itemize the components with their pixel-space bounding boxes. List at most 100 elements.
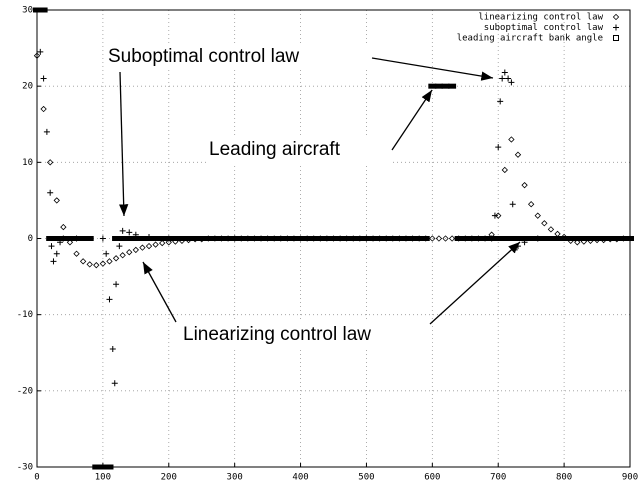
point xyxy=(250,236,259,241)
annotation-bg xyxy=(206,137,390,163)
point xyxy=(152,241,159,248)
point xyxy=(99,260,107,267)
point xyxy=(586,236,595,241)
point xyxy=(448,83,457,89)
point xyxy=(329,236,338,241)
point xyxy=(566,236,575,241)
point xyxy=(204,236,213,241)
point xyxy=(224,236,233,241)
point xyxy=(230,236,239,241)
legend-label: suboptimal control law xyxy=(484,23,604,33)
point xyxy=(593,236,602,241)
point xyxy=(401,236,410,241)
point xyxy=(53,250,60,257)
point xyxy=(289,236,298,241)
point xyxy=(415,236,424,241)
legend-label: leading aircraft bank angle xyxy=(457,34,603,44)
point xyxy=(184,236,193,241)
point xyxy=(210,236,219,241)
annotation-bg xyxy=(180,322,432,348)
point xyxy=(495,212,502,219)
point xyxy=(99,235,106,242)
point xyxy=(494,236,503,241)
point xyxy=(177,236,186,241)
annotations: Suboptimal control law Leading aircraft … xyxy=(106,44,521,348)
point xyxy=(505,75,512,82)
point xyxy=(191,236,200,241)
point xyxy=(612,236,621,241)
legend-marker xyxy=(613,35,619,41)
marks xyxy=(33,7,634,470)
y-tick-label: 0 xyxy=(28,234,33,244)
x-tick-label: 700 xyxy=(490,473,506,483)
point xyxy=(37,48,44,55)
point xyxy=(513,236,522,241)
point xyxy=(79,258,87,265)
point xyxy=(276,236,285,241)
point xyxy=(109,345,116,352)
point xyxy=(139,244,146,251)
point xyxy=(546,236,555,241)
annotation: Leading aircraft xyxy=(209,139,341,160)
x-tick-label: 200 xyxy=(161,473,177,483)
x-tick-label: 400 xyxy=(292,473,308,483)
point xyxy=(511,246,518,253)
x-tick-label: 900 xyxy=(622,473,638,483)
point xyxy=(53,197,60,204)
point xyxy=(126,229,133,236)
point xyxy=(85,236,94,241)
point xyxy=(47,159,54,166)
point xyxy=(112,236,121,241)
point xyxy=(619,236,628,241)
point xyxy=(434,83,443,89)
point xyxy=(454,236,463,241)
point xyxy=(429,235,436,242)
point xyxy=(283,236,292,241)
point xyxy=(375,236,384,241)
point xyxy=(534,212,541,219)
point xyxy=(362,236,371,241)
point xyxy=(106,296,113,303)
x-tick-label: 800 xyxy=(556,473,572,483)
point xyxy=(408,236,417,241)
point xyxy=(349,236,358,241)
point xyxy=(441,83,450,89)
point xyxy=(428,83,437,89)
point xyxy=(421,236,430,241)
point xyxy=(164,236,173,241)
y-tick-label: 10 xyxy=(22,158,33,168)
point xyxy=(165,239,172,246)
point xyxy=(369,236,378,241)
point xyxy=(514,151,522,158)
point xyxy=(111,380,118,387)
point xyxy=(145,236,154,241)
point xyxy=(508,136,515,143)
point xyxy=(171,236,180,241)
point xyxy=(270,236,279,241)
point xyxy=(579,236,588,241)
point xyxy=(509,201,516,208)
point xyxy=(541,220,548,227)
y-tick-label: -20 xyxy=(17,386,33,396)
point xyxy=(491,212,498,219)
point xyxy=(309,236,318,241)
point xyxy=(116,243,123,250)
legend-marker xyxy=(613,24,619,31)
point xyxy=(40,75,47,82)
point xyxy=(435,235,443,242)
point xyxy=(540,236,549,241)
point xyxy=(355,236,364,241)
point xyxy=(336,236,345,241)
point xyxy=(474,236,483,241)
point xyxy=(145,242,153,250)
point xyxy=(528,201,535,208)
point xyxy=(547,226,555,233)
point xyxy=(159,239,166,247)
point xyxy=(48,243,55,250)
point xyxy=(72,236,81,241)
point xyxy=(554,230,561,238)
y-tick-label: -30 xyxy=(17,463,33,473)
arrow xyxy=(391,89,433,151)
point xyxy=(533,236,542,241)
